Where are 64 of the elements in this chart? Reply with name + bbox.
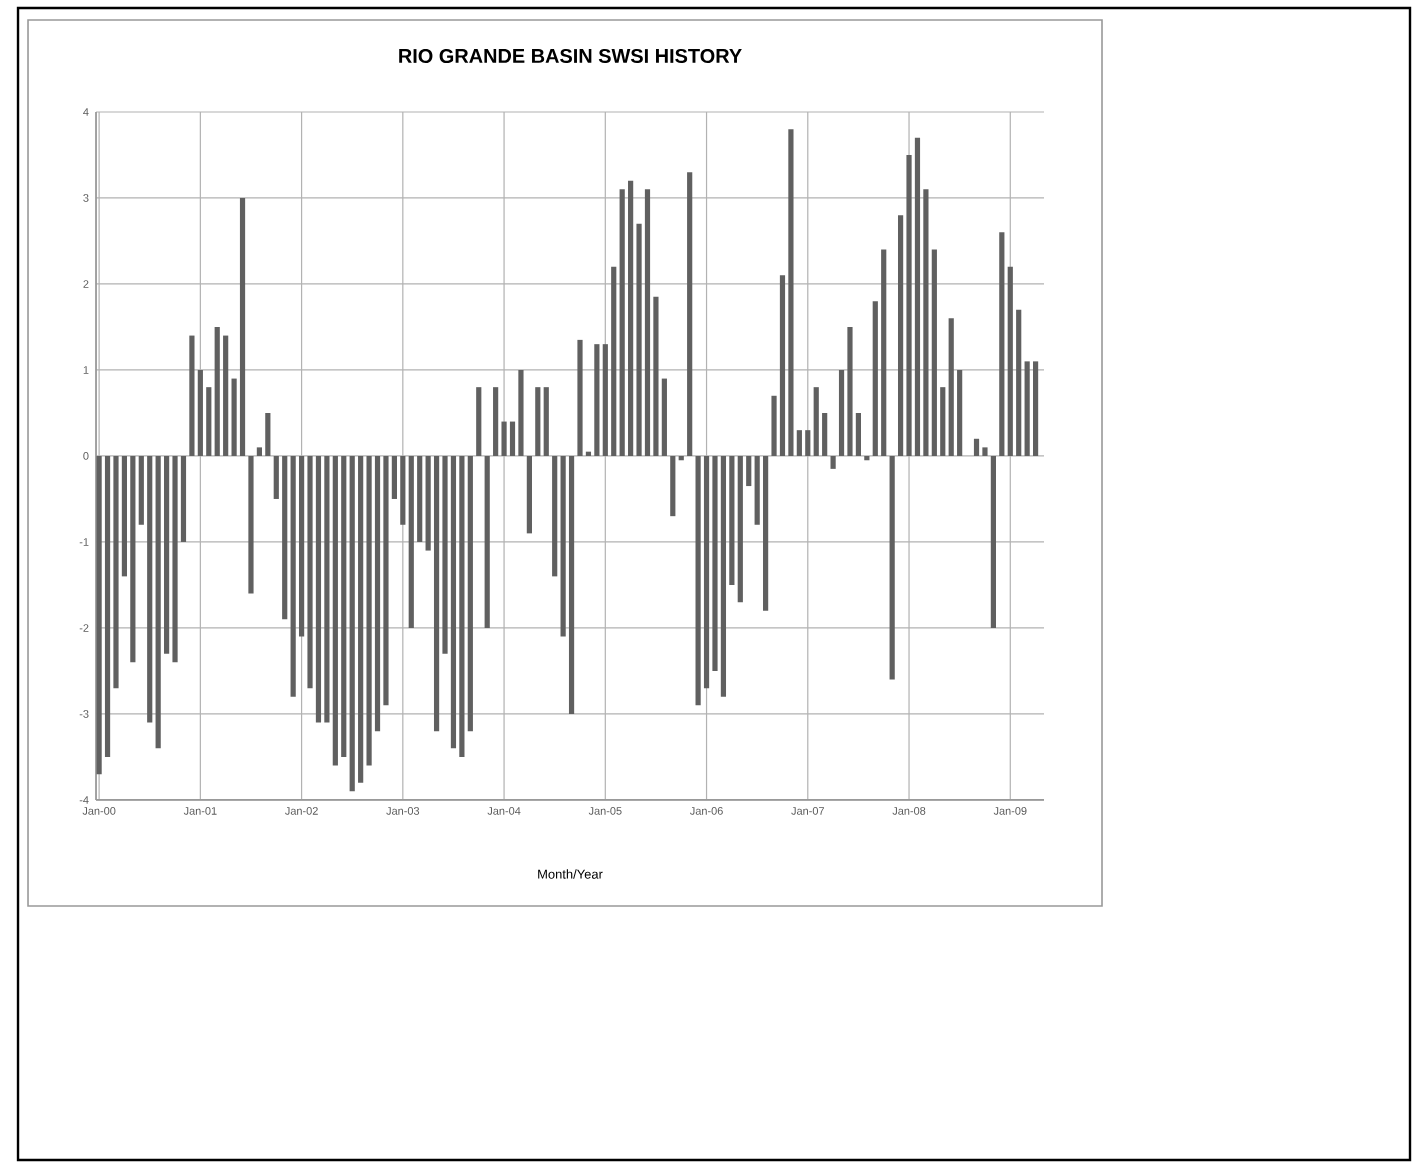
bar	[670, 455, 676, 517]
bar	[594, 344, 600, 456]
bar	[282, 455, 288, 620]
bar	[864, 455, 870, 461]
bar	[847, 326, 853, 456]
bar	[535, 387, 541, 456]
bar	[358, 455, 364, 783]
bar	[552, 455, 558, 577]
bar	[1032, 361, 1039, 456]
chart-title: RIO GRANDE BASIN SWSI HISTORY	[399, 48, 742, 64]
bar	[830, 455, 836, 469]
bar	[678, 455, 684, 461]
bar	[214, 326, 220, 456]
bar	[737, 455, 743, 603]
bar	[248, 455, 254, 594]
bar	[518, 369, 524, 456]
bar	[763, 455, 769, 611]
bar	[619, 189, 625, 456]
bar	[805, 430, 811, 456]
bar	[408, 455, 414, 628]
bar	[349, 455, 355, 792]
bar	[526, 455, 532, 534]
bar	[982, 447, 988, 456]
bar	[459, 455, 465, 757]
bar	[687, 172, 693, 456]
bar	[324, 455, 330, 723]
bar	[990, 455, 996, 628]
bar	[577, 339, 583, 456]
bar	[948, 318, 954, 456]
bar	[611, 266, 617, 456]
bar	[130, 455, 136, 663]
bar	[155, 455, 161, 749]
bar	[400, 455, 406, 525]
bar	[290, 455, 296, 697]
bar	[568, 455, 575, 714]
bar	[914, 137, 921, 456]
bar	[476, 387, 482, 456]
bar	[543, 387, 549, 456]
bar	[450, 455, 457, 749]
bar	[973, 438, 980, 456]
bar	[484, 455, 490, 628]
bar	[265, 412, 271, 456]
bar	[493, 387, 499, 456]
bar	[332, 455, 338, 766]
bar	[881, 249, 887, 456]
bar	[720, 455, 727, 697]
bar	[315, 455, 322, 723]
bar	[999, 232, 1005, 456]
bar	[695, 455, 701, 706]
bar	[1024, 361, 1030, 456]
bar	[172, 455, 178, 663]
bar	[96, 455, 102, 775]
bar	[1007, 266, 1013, 456]
bar	[788, 129, 794, 456]
bar	[644, 189, 651, 456]
bar	[467, 455, 473, 732]
bar	[889, 455, 895, 680]
bar	[628, 180, 634, 456]
bar	[147, 455, 153, 723]
bar	[433, 455, 440, 732]
bar	[223, 335, 229, 456]
bar	[239, 197, 246, 456]
bar	[813, 387, 819, 456]
bar	[189, 335, 195, 456]
